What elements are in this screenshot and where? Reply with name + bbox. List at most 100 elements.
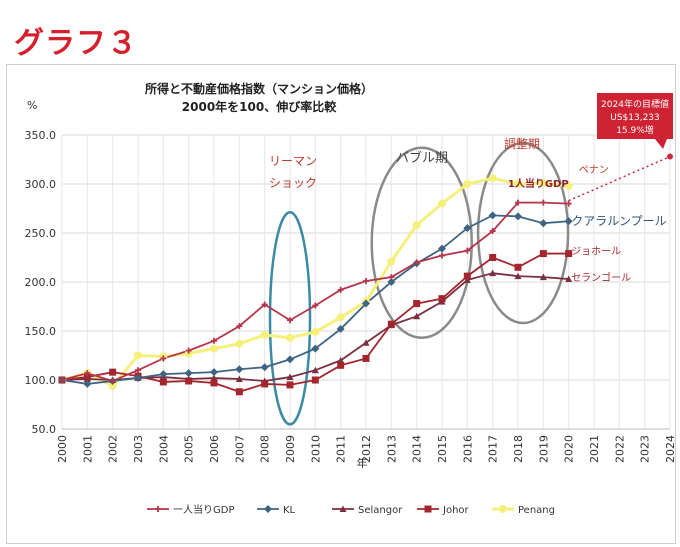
data-point-gdp [109,377,116,384]
y-unit-label: % [27,99,37,112]
y-tick-label: 50.0 [32,423,57,436]
data-point-gdp [388,274,395,281]
data-point-sel [463,276,471,284]
marker-layer [58,153,673,396]
data-point-sel [565,275,573,283]
data-point-kl [210,368,218,377]
data-point-joh [159,378,167,386]
data-point-gdp [287,317,293,324]
data-point-joh [286,381,294,389]
adjustment-ellipse [476,141,570,325]
x-tick-label: 2013 [385,435,398,463]
data-point-joh [539,250,547,258]
x-tick-label: 2001 [81,435,94,463]
data-point-pen [286,333,294,342]
x-tick-label: 2014 [411,435,424,463]
data-point-pen [564,181,573,190]
data-point-sel [413,312,421,320]
x-tick-label: 2023 [639,435,652,463]
x-tick-label: 2017 [487,435,500,463]
y-tick-label: 350.0 [25,129,57,142]
series-label-sel: セランゴール [571,271,631,284]
series-label-joh: ジョホール [571,246,621,258]
data-point-gdp [236,323,243,330]
data-point-sel [337,356,345,364]
x-tick-label: 2016 [461,435,474,463]
data-point-joh [489,254,497,261]
x-tick-label: 2003 [132,435,145,463]
x-tick-label: 2004 [157,435,170,463]
legend-label-kl: KL [283,505,296,516]
data-point-joh [235,388,243,396]
data-point-sel [489,269,497,277]
y-tick-label: 200.0 [25,276,57,289]
legend-marker-pen [499,505,507,513]
legend-marker-sel [339,505,347,512]
data-point-kl [438,244,446,253]
data-point-sel [235,375,243,383]
ellipse-layer [268,141,570,426]
data-point-kl [564,217,573,226]
data-point-pen [260,330,269,339]
legend-label-gdp: 一人当りGDP [173,503,234,516]
x-tick-label: 2006 [208,435,221,463]
line-chart: 所得と不動産価格指数（マンション価格） 2000年を100、伸び率比較 % 年 … [25,81,676,516]
series-label-kl: クアラルンプール [571,214,666,228]
x-tick-label: 2009 [284,435,297,463]
x-tick-label: 2005 [183,435,196,463]
data-point-gdp [312,302,319,309]
data-point-pen [108,381,117,390]
data-point-gdp [84,370,91,377]
x-tick-label: 2018 [512,435,525,463]
data-point-gdp [413,259,420,266]
x-tick-label: 2012 [360,435,373,463]
x-tick-label: 2007 [233,435,246,463]
data-point-sel [362,339,370,346]
data-point-kl [260,363,269,372]
x-tick-label: 2019 [537,435,550,463]
data-point-joh [514,263,522,271]
x-tick-label: 2011 [335,435,348,463]
data-point-sel [286,373,294,381]
x-tick-label: 2002 [107,435,120,463]
bubble-ellipse [370,146,473,340]
data-point-gdp [185,347,192,354]
data-point-joh [83,373,91,381]
data-point-joh [261,380,269,388]
x-tick-label: 2008 [259,435,272,463]
data-point-pen [412,221,421,230]
data-point-kl [488,211,497,220]
data-point-gdp [464,247,471,254]
data-point-sel [514,272,522,280]
data-point-pen [539,179,548,188]
projection-point [667,153,673,160]
x-axis-label: 年 [357,456,368,470]
data-point-joh [387,320,395,328]
series-label-pen: ペナン [579,164,609,176]
legend-label-sel: Selangor [358,505,403,516]
x-tick-label: 2000 [56,435,69,463]
target-callout-text: US$13,233 [610,113,660,123]
data-point-gdp [59,377,65,383]
data-point-pen [438,199,446,208]
x-tick-label: 2020 [563,435,576,463]
data-point-pen [514,180,522,188]
data-point-sel [311,366,319,374]
data-point-gdp [337,286,344,293]
legend: 一人当りGDP KL Selangor Johor Penang [147,503,555,516]
x-tick-label: 2010 [309,435,322,463]
data-point-sel [539,273,547,281]
target-callout-text: 2024年の目標値 [601,98,669,110]
y-tick-label: 100.0 [25,374,57,387]
x-tick-label: 2015 [436,435,449,463]
data-point-pen [336,313,345,322]
data-point-kl [514,212,522,221]
x-tick-label: 2021 [588,435,601,463]
data-point-joh [210,379,218,387]
data-point-pen [311,327,320,336]
legend-label-joh: Johor [442,505,470,516]
page-title: グラフ３ [14,26,138,61]
data-point-gdp [135,367,141,374]
lehman-label: ショック [269,176,317,190]
data-point-gdp [515,199,521,206]
